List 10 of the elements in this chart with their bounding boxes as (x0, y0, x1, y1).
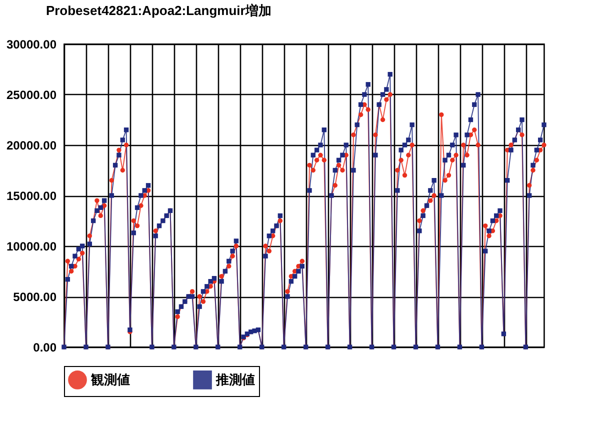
legend-label: 推測値 (215, 372, 255, 387)
y-tick-label: 15000.00 (6, 189, 57, 203)
y-tick-label: 5000.00 (13, 290, 57, 304)
legend-label: 観測値 (90, 372, 130, 387)
y-tick-label: 25000.00 (6, 88, 57, 102)
y-tick-label: 0.00 (33, 340, 57, 354)
y-tick-label: 10000.00 (6, 240, 57, 254)
chart-title: Probeset42821:Apoa2:Langmuir増加 (46, 3, 272, 18)
y-tick-label: 20000.00 (6, 138, 57, 152)
y-tick-label: 30000.00 (6, 38, 57, 52)
